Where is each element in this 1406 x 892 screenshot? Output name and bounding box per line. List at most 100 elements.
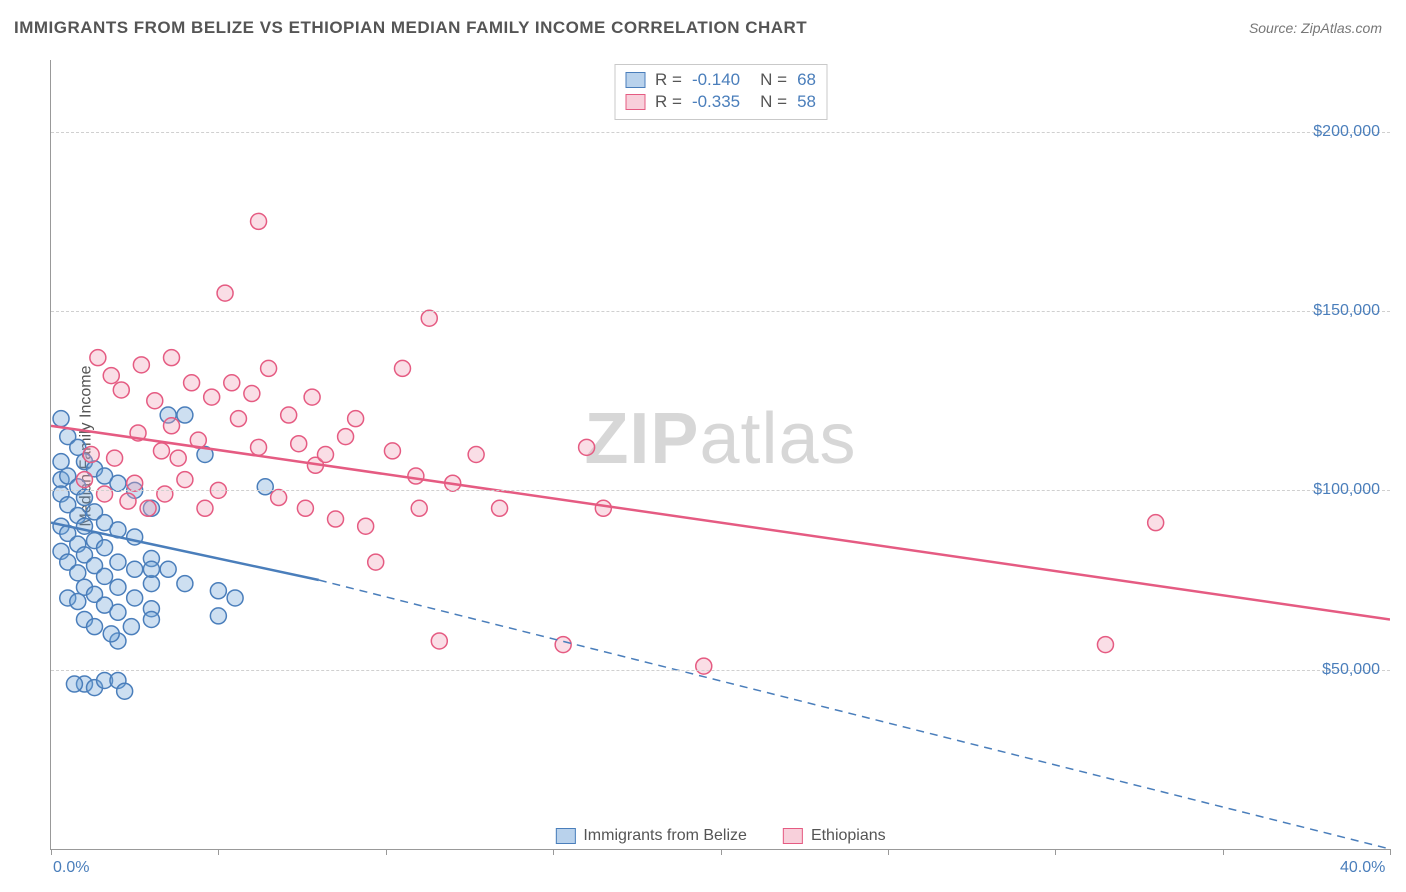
data-point-ethiopians — [83, 447, 99, 463]
data-point-ethiopians — [224, 375, 240, 391]
swatch-ethiopians — [625, 94, 645, 110]
legend-item-belize: Immigrants from Belize — [555, 827, 747, 845]
data-point-ethiopians — [291, 436, 307, 452]
data-point-belize — [110, 475, 126, 491]
data-point-belize — [110, 604, 126, 620]
data-point-ethiopians — [348, 411, 364, 427]
data-point-ethiopians — [153, 443, 169, 459]
data-point-ethiopians — [251, 439, 267, 455]
data-point-ethiopians — [244, 386, 260, 402]
data-point-ethiopians — [164, 418, 180, 434]
stats-row-ethiopians: R = -0.335 N = 58 — [625, 91, 816, 113]
data-point-ethiopians — [304, 389, 320, 405]
stat-r-label: R = — [655, 69, 682, 91]
stat-r-value-ethiopians: -0.335 — [692, 91, 740, 113]
data-point-ethiopians — [492, 500, 508, 516]
data-point-ethiopians — [107, 450, 123, 466]
data-point-belize — [70, 594, 86, 610]
data-point-belize — [103, 626, 119, 642]
data-point-ethiopians — [133, 357, 149, 373]
x-tick — [553, 849, 554, 855]
data-point-ethiopians — [411, 500, 427, 516]
y-tick-label: $50,000 — [1322, 661, 1380, 679]
legend-swatch-ethiopians — [783, 828, 803, 844]
data-point-belize — [177, 576, 193, 592]
data-point-ethiopians — [164, 350, 180, 366]
data-point-belize — [127, 561, 143, 577]
data-point-ethiopians — [271, 490, 287, 506]
legend-label-ethiopians: Ethiopians — [811, 827, 886, 845]
data-point-belize — [257, 479, 273, 495]
data-point-ethiopians — [147, 393, 163, 409]
data-point-ethiopians — [140, 500, 156, 516]
x-tick — [1390, 849, 1391, 855]
data-point-ethiopians — [368, 554, 384, 570]
data-point-belize — [70, 565, 86, 581]
data-point-ethiopians — [1097, 637, 1113, 653]
stat-r-value-belize: -0.140 — [692, 69, 740, 91]
swatch-belize — [625, 72, 645, 88]
stat-r-label: R = — [655, 91, 682, 113]
data-point-ethiopians — [1148, 515, 1164, 531]
stats-row-belize: R = -0.140 N = 68 — [625, 69, 816, 91]
chart-container: IMMIGRANTS FROM BELIZE VS ETHIOPIAN MEDI… — [0, 0, 1406, 892]
stats-legend: R = -0.140 N = 68 R = -0.335 N = 58 — [614, 64, 827, 120]
x-tick — [721, 849, 722, 855]
data-point-belize — [210, 608, 226, 624]
data-point-ethiopians — [103, 368, 119, 384]
chart-title: IMMIGRANTS FROM BELIZE VS ETHIOPIAN MEDI… — [14, 18, 807, 38]
data-point-ethiopians — [113, 382, 129, 398]
data-point-belize — [143, 561, 159, 577]
data-point-ethiopians — [127, 475, 143, 491]
data-point-ethiopians — [204, 389, 220, 405]
stat-n-value-belize: 68 — [797, 69, 816, 91]
data-point-ethiopians — [408, 468, 424, 484]
data-point-ethiopians — [261, 360, 277, 376]
data-point-ethiopians — [358, 518, 374, 534]
stat-n-label: N = — [760, 69, 787, 91]
y-tick-label: $100,000 — [1313, 481, 1380, 499]
data-point-belize — [87, 619, 103, 635]
data-point-belize — [76, 490, 92, 506]
data-point-ethiopians — [338, 429, 354, 445]
trendline-ethiopians — [51, 426, 1390, 620]
x-tick — [888, 849, 889, 855]
data-point-ethiopians — [76, 472, 92, 488]
trendline-extrapolated-belize — [319, 580, 1390, 849]
data-point-ethiopians — [184, 375, 200, 391]
data-point-ethiopians — [468, 447, 484, 463]
gridline-h — [51, 311, 1390, 312]
x-tick-label: 40.0% — [1340, 859, 1385, 877]
data-point-ethiopians — [217, 285, 233, 301]
bottom-legend: Immigrants from Belize Ethiopians — [555, 827, 885, 845]
x-tick — [218, 849, 219, 855]
data-point-ethiopians — [421, 310, 437, 326]
y-tick-label: $200,000 — [1313, 123, 1380, 141]
data-point-ethiopians — [595, 500, 611, 516]
gridline-h — [51, 490, 1390, 491]
data-point-ethiopians — [328, 511, 344, 527]
data-point-ethiopians — [431, 633, 447, 649]
chart-svg — [51, 60, 1390, 849]
x-tick — [51, 849, 52, 855]
data-point-ethiopians — [384, 443, 400, 459]
data-point-ethiopians — [394, 360, 410, 376]
source-attribution: Source: ZipAtlas.com — [1249, 20, 1382, 36]
data-point-ethiopians — [317, 447, 333, 463]
x-tick — [386, 849, 387, 855]
data-point-ethiopians — [696, 658, 712, 674]
data-point-ethiopians — [97, 486, 113, 502]
data-point-belize — [143, 611, 159, 627]
data-point-ethiopians — [157, 486, 173, 502]
stat-n-value-ethiopians: 58 — [797, 91, 816, 113]
data-point-ethiopians — [281, 407, 297, 423]
data-point-belize — [53, 411, 69, 427]
x-tick — [1223, 849, 1224, 855]
data-point-belize — [66, 676, 82, 692]
plot-area: ZIPatlas R = -0.140 N = 68 R = -0.335 N … — [50, 60, 1390, 850]
data-point-belize — [110, 554, 126, 570]
stat-n-label: N = — [760, 91, 787, 113]
gridline-h — [51, 132, 1390, 133]
x-tick — [1055, 849, 1056, 855]
x-tick-label: 0.0% — [53, 859, 89, 877]
